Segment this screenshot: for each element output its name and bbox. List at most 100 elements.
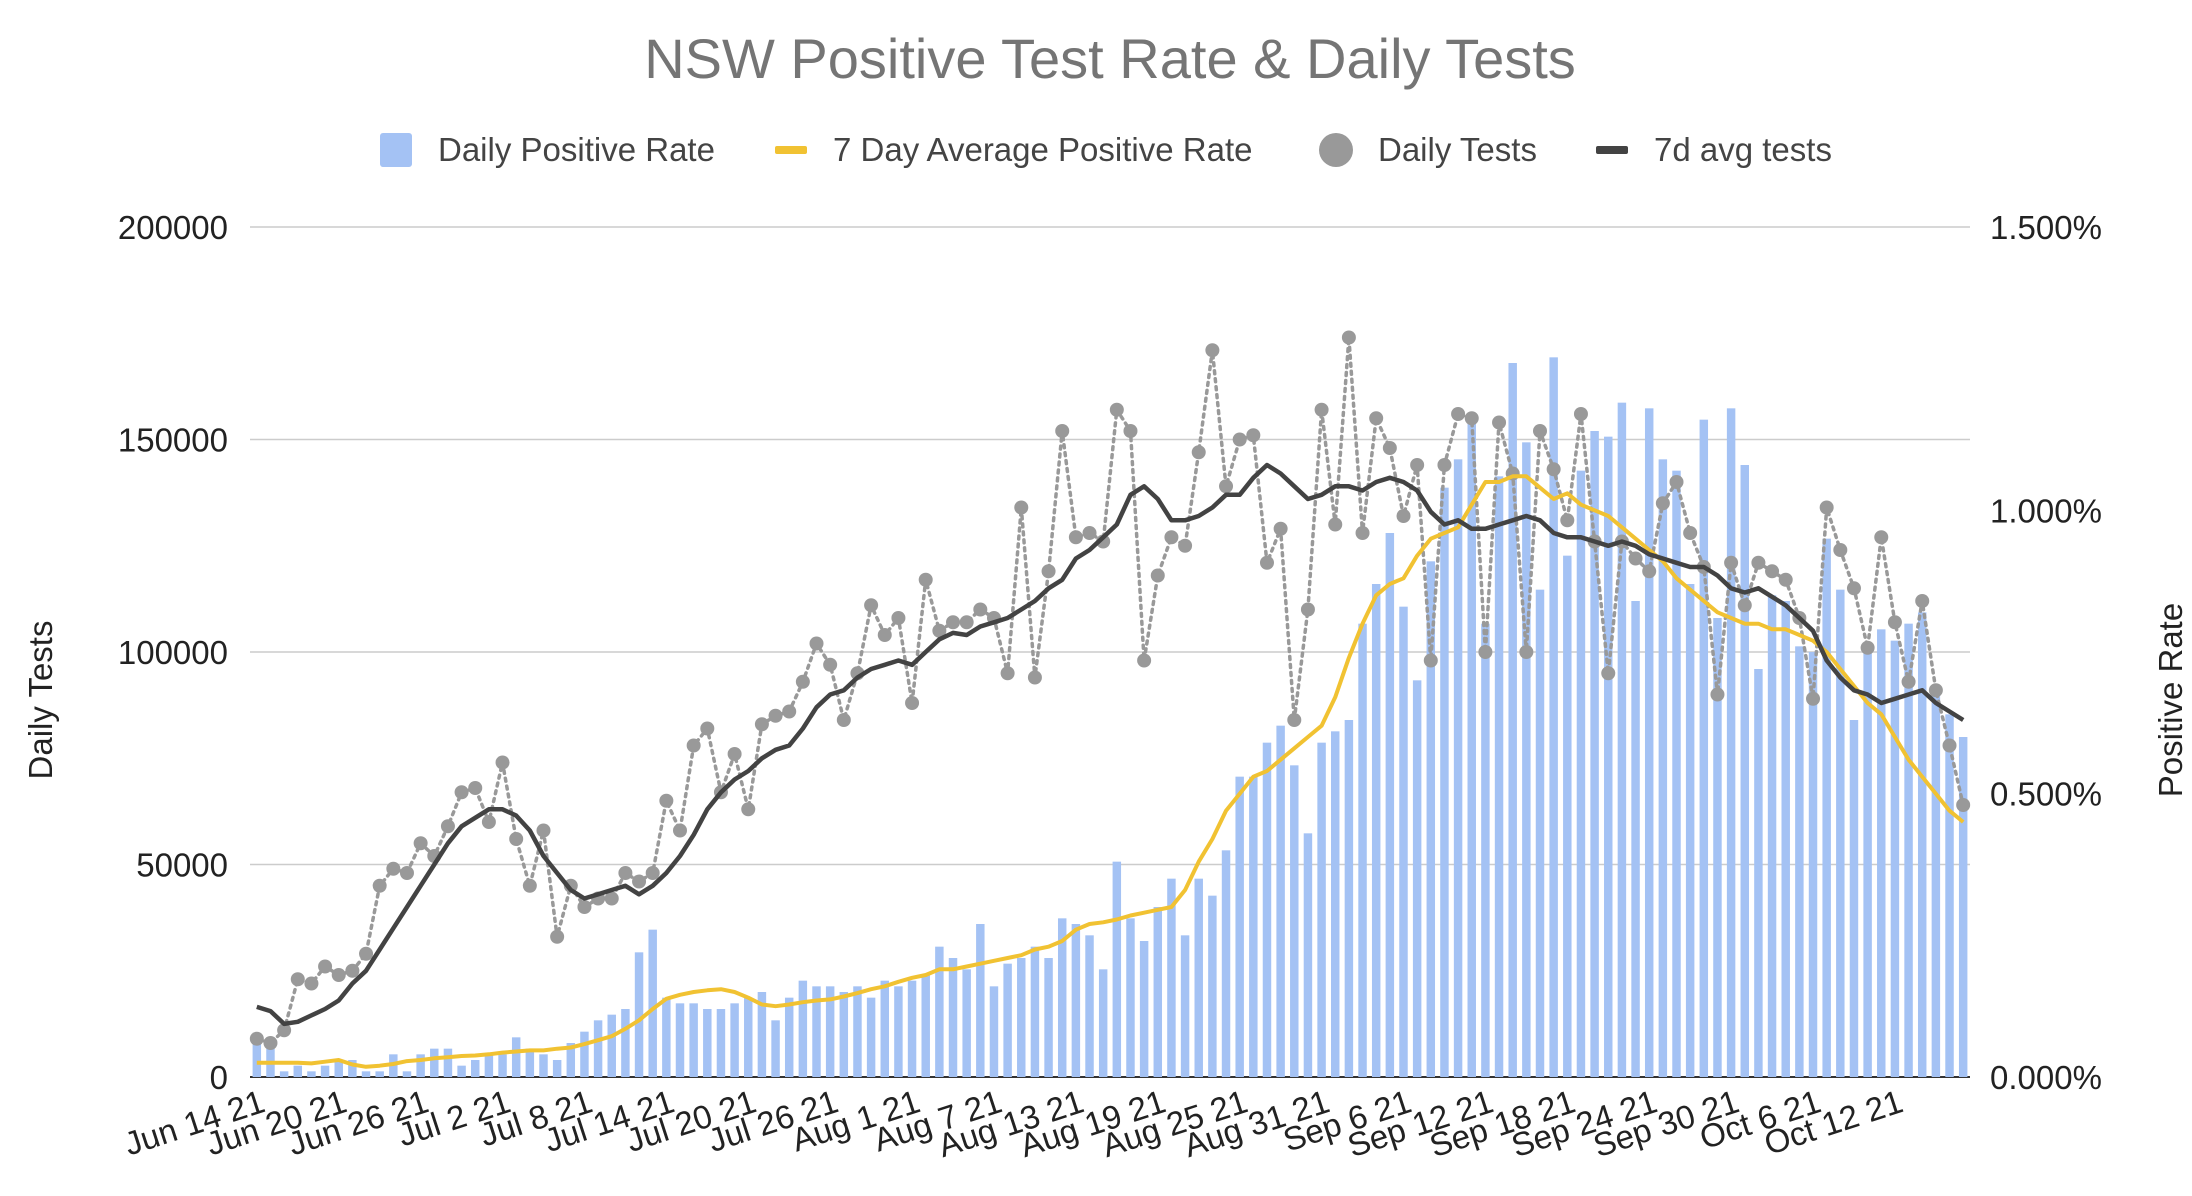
daily-tests-point — [1874, 530, 1889, 545]
legend-item[interactable]: 7 Day Average Positive Rate — [775, 131, 1252, 168]
y-left-tick-label: 200000 — [118, 209, 228, 246]
daily-tests-point — [1519, 645, 1534, 659]
daily-tests-point — [959, 615, 974, 630]
daily-tests-point — [727, 747, 742, 761]
daily-tests-point — [550, 929, 565, 944]
bar-daily-positive-rate — [866, 997, 876, 1077]
bar-daily-positive-rate — [552, 1060, 562, 1077]
bar-daily-positive-rate — [1385, 533, 1395, 1077]
bar-daily-positive-rate — [1549, 357, 1558, 1077]
bar-daily-positive-rate — [1590, 431, 1599, 1077]
daily-tests-point — [686, 738, 701, 753]
daily-tests-point — [1669, 475, 1684, 489]
daily-tests-point — [468, 781, 483, 795]
bar-daily-positive-rate — [1726, 408, 1736, 1077]
daily-tests-point — [509, 832, 524, 846]
bar-daily-positive-rate — [1604, 436, 1613, 1078]
bar-daily-positive-rate — [1290, 765, 1299, 1077]
bar-daily-positive-rate — [689, 1003, 698, 1077]
bar-daily-positive-rate — [1194, 878, 1203, 1077]
daily-tests-point — [1191, 445, 1206, 460]
bar-daily-positive-rate — [1017, 958, 1026, 1077]
daily-tests-point — [700, 721, 715, 736]
daily-tests-point — [1123, 424, 1138, 438]
bar-daily-positive-rate — [1904, 623, 1913, 1077]
daily-tests-point — [1082, 526, 1097, 540]
legend-item[interactable]: Daily Tests — [1319, 131, 1537, 168]
bar-daily-positive-rate — [1440, 487, 1449, 1078]
bar-daily-positive-rate — [1917, 612, 1927, 1077]
left-axis: 0 50000 100000 150000 200000 — [118, 209, 228, 1096]
bar-daily-positive-rate — [948, 958, 958, 1077]
bar-daily-positive-rate — [962, 969, 971, 1077]
bar-daily-positive-rate — [484, 1054, 494, 1077]
bar-daily-positive-rate — [1795, 646, 1804, 1077]
daily-tests-point — [495, 755, 510, 770]
daily-tests-point — [891, 611, 906, 625]
bar-daily-positive-rate — [443, 1048, 453, 1077]
bar-daily-positive-rate — [1003, 963, 1012, 1077]
bar-daily-positive-rate — [1371, 584, 1381, 1077]
bar-daily-positive-rate — [348, 1060, 357, 1077]
daily-tests-point — [263, 1036, 278, 1050]
bar-daily-positive-rate — [798, 980, 808, 1077]
daily-tests-point — [1533, 424, 1547, 438]
bar-daily-positive-rate — [1563, 555, 1572, 1077]
daily-tests-point — [1478, 645, 1493, 659]
bar-daily-positive-rate — [402, 1071, 412, 1077]
bar-daily-positive-rate — [1481, 623, 1490, 1077]
bar-daily-positive-rate — [853, 986, 862, 1077]
y-right-tick-label: 0.500% — [1990, 776, 2102, 813]
daily-tests-point — [836, 713, 851, 727]
legend-item[interactable]: 7d avg tests — [1596, 131, 1832, 168]
bar-daily-positive-rate — [771, 1020, 780, 1077]
bar-daily-positive-rate — [511, 1037, 521, 1077]
bar-daily-positive-rate — [1767, 595, 1777, 1077]
daily-tests-point — [345, 963, 360, 978]
daily-tests-point — [1655, 496, 1670, 511]
bar-daily-positive-rate — [1358, 623, 1367, 1077]
bar-daily-positive-rate — [1494, 476, 1504, 1077]
bar-daily-positive-rate — [1303, 833, 1313, 1077]
bar-daily-positive-rate — [1412, 680, 1422, 1077]
bar-daily-positive-rate — [457, 1065, 466, 1077]
bar-daily-positive-rate — [525, 1048, 535, 1077]
daily-tests-point — [1396, 509, 1411, 523]
daily-tests-point — [946, 615, 961, 630]
daily-tests-point — [1041, 564, 1056, 579]
daily-tests-point — [1068, 530, 1083, 545]
bar-daily-positive-rate — [1535, 589, 1545, 1077]
daily-tests-point — [645, 866, 660, 880]
line-series-averages — [256, 462, 1965, 1069]
daily-tests-point — [1355, 526, 1370, 540]
bar-daily-positive-rate — [471, 1060, 480, 1077]
bar-daily-positive-rate — [1945, 714, 1954, 1077]
daily-tests-point — [673, 823, 687, 838]
daily-tests-point — [1546, 462, 1561, 477]
legend: Daily Positive Rate 7 Day Average Positiv… — [380, 131, 1832, 168]
bar-daily-positive-rate — [1522, 442, 1531, 1077]
daily-tests-point — [1833, 543, 1848, 557]
bar-daily-positive-rate — [1631, 601, 1640, 1077]
daily-tests-point — [1887, 615, 1902, 630]
bar-daily-positive-rate — [320, 1065, 330, 1077]
daily-tests-point — [864, 598, 879, 613]
daily-tests-point — [577, 900, 592, 914]
daily-tests-point — [1778, 572, 1793, 587]
bar-daily-positive-rate — [1331, 731, 1340, 1077]
bar-daily-positive-rate — [498, 1054, 507, 1077]
bar-daily-positive-rate — [1877, 629, 1886, 1077]
daily-tests-point — [372, 878, 387, 893]
bar-daily-positive-rate — [1399, 606, 1408, 1077]
legend-item[interactable]: Daily Positive Rate — [380, 131, 715, 168]
bar-daily-positive-rate — [307, 1071, 316, 1077]
bar-daily-positive-rate — [593, 1020, 603, 1077]
daily-tests-point — [1055, 424, 1070, 438]
bar-daily-positive-rate — [279, 1071, 289, 1077]
daily-tests-point — [304, 976, 319, 991]
daily-tests-point — [1560, 513, 1575, 528]
bar-daily-positive-rate — [921, 975, 930, 1077]
daily-tests-point — [1014, 500, 1029, 515]
daily-tests-point — [1273, 521, 1288, 536]
